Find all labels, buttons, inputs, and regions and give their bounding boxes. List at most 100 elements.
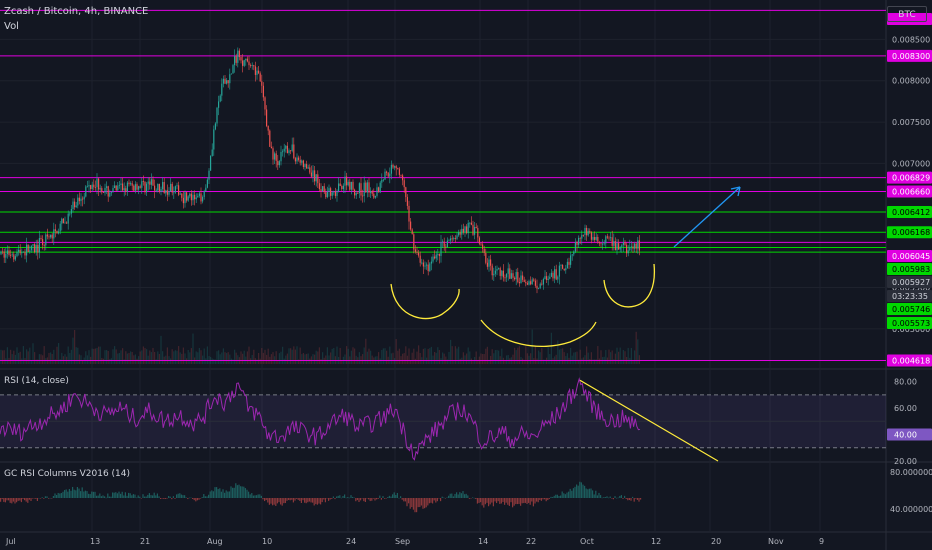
gc-column xyxy=(374,498,376,501)
volume-bar xyxy=(104,350,106,364)
gc-column xyxy=(307,498,309,503)
candle-body xyxy=(338,183,340,192)
gc-column xyxy=(62,491,64,498)
candle-body xyxy=(523,279,525,282)
candle-body xyxy=(328,188,330,192)
volume-bar xyxy=(69,353,71,364)
candle-body xyxy=(106,186,108,188)
volume-bar xyxy=(378,352,380,364)
price-badge-label: 0.004618 xyxy=(892,356,930,365)
volume-bar xyxy=(266,354,268,364)
candle-body xyxy=(398,168,400,175)
gc-column xyxy=(331,498,333,499)
candle-body xyxy=(336,191,338,196)
gc-column xyxy=(224,492,226,498)
gc-column xyxy=(36,498,38,502)
candle-body xyxy=(352,181,354,190)
candle-body xyxy=(493,273,495,276)
symbol-title[interactable]: Zcash / Bitcoin, 4h, BINANCE xyxy=(4,6,149,17)
candle-body xyxy=(438,253,440,256)
candle-body xyxy=(355,192,357,196)
candle-body xyxy=(53,229,55,239)
gc-title[interactable]: GC RSI Columns V2016 (14) xyxy=(4,469,131,479)
time-axis[interactable]: Jul 13 21 Aug 10 24 Sep 14 22 Oct 12 20 Nov 9 xyxy=(5,537,824,546)
volume-bar xyxy=(459,358,461,364)
volume-bar xyxy=(237,355,239,364)
gc-column xyxy=(592,490,594,498)
candle-body xyxy=(518,282,520,284)
volume-bar xyxy=(544,359,546,364)
gc-column xyxy=(236,485,238,498)
gc-column xyxy=(416,498,418,513)
gc-column xyxy=(12,498,14,502)
candle-body xyxy=(310,172,312,177)
drawing-annotations[interactable] xyxy=(390,186,741,348)
candle-body xyxy=(592,237,594,240)
candle-body xyxy=(205,187,207,192)
candle-body xyxy=(126,182,128,192)
volume-bar xyxy=(214,359,216,364)
volume-bar xyxy=(634,350,636,364)
volume-bar xyxy=(363,347,365,364)
volume-bar xyxy=(176,350,178,364)
gc-column xyxy=(16,498,18,503)
gc-column xyxy=(593,494,595,498)
volume-bar xyxy=(243,350,245,364)
candle-body xyxy=(360,183,362,196)
candle-body xyxy=(0,251,2,255)
candle-body xyxy=(626,244,628,254)
time-axis-label: 9 xyxy=(819,537,824,546)
gc-column xyxy=(369,498,371,502)
gc-column xyxy=(467,495,469,498)
gc-column xyxy=(353,497,355,499)
gc-column xyxy=(417,498,419,508)
rsi-title[interactable]: RSI (14, close) xyxy=(4,376,69,386)
price-axis[interactable]: 0.0085000.0080000.0075000.0070000.005500… xyxy=(887,13,932,367)
candle-body xyxy=(162,182,164,190)
candle-body xyxy=(8,250,10,255)
candle-body xyxy=(93,184,95,188)
gc-column xyxy=(444,498,446,499)
volume-bar xyxy=(262,352,264,364)
volume-bar xyxy=(344,354,346,364)
candle-body xyxy=(237,50,239,63)
candle-body xyxy=(520,275,522,284)
gc-column xyxy=(172,496,174,498)
currency-badge[interactable]: BTC xyxy=(887,6,927,22)
gc-column xyxy=(273,498,275,505)
gc-column xyxy=(537,498,539,503)
gc-column xyxy=(512,498,514,508)
volume-bar xyxy=(418,345,420,364)
gc-column xyxy=(420,498,422,506)
gc-column xyxy=(152,495,154,498)
volume-bar xyxy=(296,346,298,364)
candle-body xyxy=(82,198,84,200)
breakout-arrow-head xyxy=(730,186,741,197)
volume-bar xyxy=(442,352,444,364)
gc-column xyxy=(617,497,619,499)
volume-bar xyxy=(182,347,184,364)
gc-column xyxy=(163,498,165,499)
gc-column xyxy=(123,495,125,498)
volume-bar xyxy=(627,347,629,364)
volume-bar xyxy=(154,352,156,364)
candle-body xyxy=(21,252,23,254)
gc-column xyxy=(532,498,534,507)
gc-column xyxy=(276,498,278,504)
candle-body xyxy=(178,185,180,195)
gc-column xyxy=(209,491,211,498)
volume-bar xyxy=(101,358,103,364)
gc-column xyxy=(249,494,251,498)
volume-bar xyxy=(293,346,295,364)
candle-body xyxy=(166,190,168,195)
gc-column xyxy=(574,486,576,498)
candle-body xyxy=(318,183,320,190)
candle-body xyxy=(366,182,368,193)
gc-column xyxy=(611,498,613,499)
candle-body xyxy=(90,185,92,190)
volume-bar xyxy=(222,348,224,364)
gc-column xyxy=(148,493,150,498)
volume-bar xyxy=(414,358,416,364)
volume-bar xyxy=(437,347,439,364)
